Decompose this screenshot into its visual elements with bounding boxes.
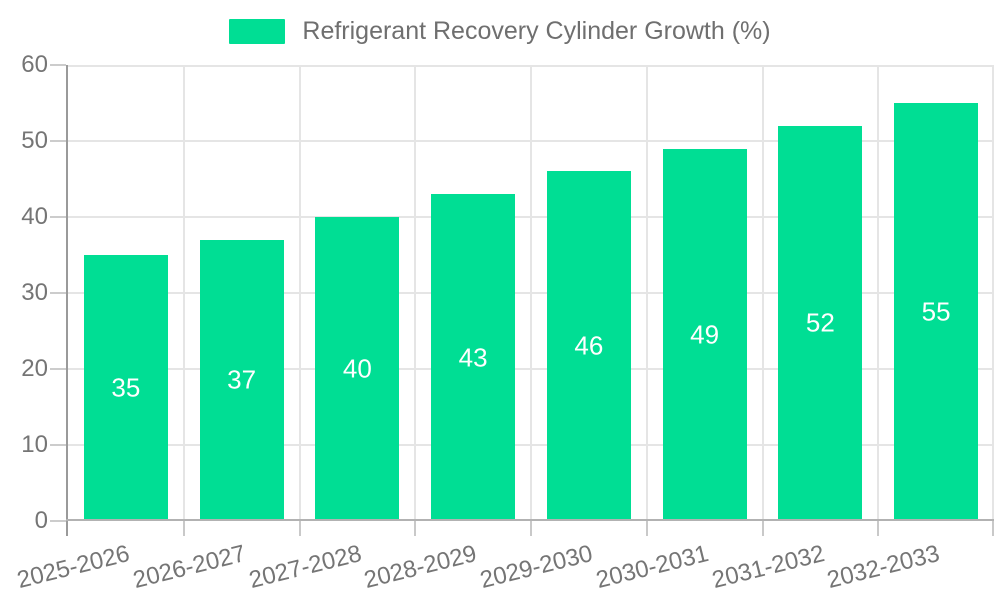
gridline-v bbox=[530, 65, 532, 521]
bar-value-label: 40 bbox=[342, 353, 372, 384]
x-axis-label: 2027-2028 bbox=[246, 540, 364, 594]
y-axis-line bbox=[66, 65, 68, 521]
gridline-v bbox=[645, 65, 648, 521]
bar[interactable]: 43 bbox=[431, 194, 516, 521]
y-tick bbox=[50, 140, 66, 142]
bar[interactable]: 52 bbox=[778, 125, 863, 521]
bar[interactable]: 35 bbox=[83, 255, 168, 521]
x-axis-line bbox=[66, 519, 994, 521]
y-tick-label: 10 bbox=[21, 431, 48, 458]
bar[interactable]: 46 bbox=[546, 171, 631, 521]
bar-value-label: 55 bbox=[921, 296, 951, 327]
x-axis-label: 2030-2031 bbox=[593, 540, 712, 594]
plot-area: 0 10 20 30 40 50 60 35 37 40 43 46 49 52 55 2025-2026 20… bbox=[15, 53, 994, 594]
x-tick bbox=[66, 521, 68, 536]
y-tick-label: 60 bbox=[21, 51, 48, 78]
x-axis-label: 2025-2026 bbox=[14, 540, 133, 594]
bar-value-label: 37 bbox=[227, 364, 257, 395]
legend: Refrigerant Recovery Cylinder Growth (%) bbox=[0, 17, 1000, 46]
x-tick bbox=[761, 521, 764, 536]
x-tick bbox=[414, 521, 417, 536]
bar[interactable]: 37 bbox=[199, 239, 284, 521]
y-tick bbox=[50, 292, 66, 294]
y-tick-label: 30 bbox=[21, 279, 48, 306]
bar-value-label: 52 bbox=[805, 307, 835, 338]
gridline-v bbox=[992, 65, 994, 521]
y-tick bbox=[50, 64, 66, 66]
y-tick-label: 50 bbox=[21, 127, 48, 154]
y-tick-label: 0 bbox=[34, 507, 48, 534]
x-tick bbox=[877, 521, 880, 536]
x-axis-label: 2032-2033 bbox=[824, 540, 943, 594]
gridline-v bbox=[761, 65, 764, 521]
gridline-v bbox=[414, 65, 417, 521]
y-tick-label: 20 bbox=[21, 355, 48, 382]
y-tick bbox=[50, 216, 66, 218]
y-tick bbox=[50, 444, 66, 446]
bar-value-label: 35 bbox=[111, 372, 141, 403]
bar[interactable]: 40 bbox=[315, 217, 400, 521]
legend-swatch-icon bbox=[229, 19, 286, 44]
x-axis-label: 2028-2029 bbox=[361, 540, 480, 594]
x-tick bbox=[645, 521, 648, 536]
bar[interactable]: 49 bbox=[662, 148, 747, 521]
legend-item[interactable]: Refrigerant Recovery Cylinder Growth (%) bbox=[229, 17, 771, 46]
y-tick-label: 40 bbox=[21, 203, 48, 230]
gridline-v bbox=[298, 65, 301, 521]
bar-value-label: 43 bbox=[458, 342, 488, 373]
gridline-v bbox=[877, 65, 880, 521]
y-tick bbox=[50, 520, 66, 522]
x-tick bbox=[182, 521, 185, 536]
y-tick bbox=[50, 368, 66, 370]
x-tick bbox=[298, 521, 301, 536]
x-tick bbox=[992, 521, 994, 536]
legend-label: Refrigerant Recovery Cylinder Growth (%) bbox=[302, 17, 771, 45]
x-axis-label: 2029-2030 bbox=[477, 540, 596, 594]
x-tick bbox=[530, 521, 532, 536]
bar-value-label: 46 bbox=[574, 330, 604, 361]
gridline-v bbox=[182, 65, 185, 521]
x-axis-label: 2031-2032 bbox=[709, 540, 827, 594]
x-axis-label: 2026-2027 bbox=[130, 540, 249, 594]
bar[interactable]: 55 bbox=[894, 103, 979, 521]
bar-value-label: 49 bbox=[690, 319, 720, 350]
